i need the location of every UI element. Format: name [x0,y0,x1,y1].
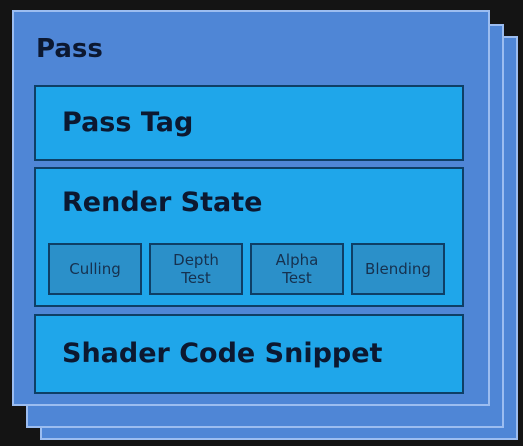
pass-tag-title: Pass Tag [62,107,194,138]
pass-title: Pass [36,34,103,64]
render-state-section: Render State Culling Depth Test Alpha Te… [34,167,464,307]
alpha-test-box: Alpha Test [250,243,344,295]
blending-box: Blending [351,243,445,295]
shader-code-snippet-section: Shader Code Snippet [34,314,464,394]
pass-card: Pass Pass Tag Render State Culling Depth… [12,10,490,406]
render-state-title: Render State [62,187,263,218]
culling-box: Culling [48,243,142,295]
depth-test-box: Depth Test [149,243,243,295]
pass-tag-section: Pass Tag [34,85,464,161]
shader-code-snippet-title: Shader Code Snippet [62,338,383,369]
